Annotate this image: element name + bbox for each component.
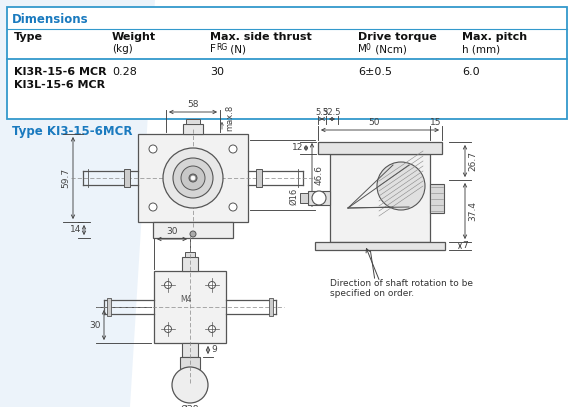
Text: 9: 9 [211,346,217,354]
Text: 46.6: 46.6 [315,165,324,185]
Text: KI3L-15-6 MCR: KI3L-15-6 MCR [14,80,105,90]
Text: 26.7: 26.7 [468,151,477,171]
Text: Weight: Weight [112,32,156,42]
Bar [7,7,567,119]
Circle shape [191,176,195,180]
Text: Max. side thrust: Max. side thrust [210,32,312,42]
Text: 30: 30 [89,320,101,330]
Text: M: M [358,44,367,54]
Text: Drive torque: Drive torque [358,32,437,42]
Circle shape [209,282,215,289]
Circle shape [229,203,237,211]
Bar [330,154,430,242]
Circle shape [190,231,196,237]
Bar [185,252,195,257]
Text: 7: 7 [462,241,468,250]
Text: Ø38: Ø38 [181,405,199,407]
Text: (N): (N) [227,44,246,54]
Bar [182,257,198,271]
Text: Dimensions: Dimensions [12,13,89,26]
Text: 58: 58 [187,100,199,109]
Text: 6.0: 6.0 [462,67,480,77]
Bar [256,169,262,187]
Text: h (mm): h (mm) [462,44,500,54]
Text: max.8: max.8 [225,105,234,131]
Bar [182,343,198,357]
Text: 59.7: 59.7 [61,168,70,188]
Text: Type: Type [14,32,43,42]
Text: 30: 30 [166,227,178,236]
Bar [269,298,273,316]
Text: 0.28: 0.28 [112,67,137,77]
PathPatch shape [0,0,155,407]
Bar [186,119,200,124]
Bar [107,298,111,316]
Text: 0: 0 [366,42,371,52]
Text: Type KI3-15-6MCR: Type KI3-15-6MCR [12,125,132,138]
Circle shape [209,326,215,333]
Text: 12: 12 [291,144,303,153]
Text: 50: 50 [368,118,380,127]
Bar [124,169,130,187]
Bar [318,142,442,154]
Circle shape [229,145,237,153]
Text: (kg): (kg) [112,44,132,54]
Text: F: F [210,44,216,54]
Text: 15: 15 [430,118,442,127]
Circle shape [377,162,425,210]
Circle shape [189,174,197,182]
Text: KI3R-15-6 MCR: KI3R-15-6 MCR [14,67,107,77]
Text: 5.5: 5.5 [316,108,328,117]
Circle shape [149,203,157,211]
Text: 6±0.5: 6±0.5 [358,67,392,77]
Bar [315,242,445,250]
Bar [153,222,233,238]
Circle shape [173,158,213,198]
Text: RG: RG [217,42,228,52]
Text: 30: 30 [210,67,224,77]
Text: Max. pitch: Max. pitch [462,32,527,42]
Bar [308,191,330,205]
Bar [300,193,308,203]
Text: Ø16: Ø16 [289,187,298,205]
Text: (Ncm): (Ncm) [372,44,407,54]
Circle shape [172,367,208,403]
Circle shape [165,326,172,333]
Text: M4: M4 [180,295,191,304]
Circle shape [163,148,223,208]
Bar [154,271,226,343]
Circle shape [149,145,157,153]
Bar [138,134,248,222]
Circle shape [165,282,172,289]
Bar [183,124,203,134]
Circle shape [312,191,326,205]
Text: Direction of shaft rotation to be
specified on order.: Direction of shaft rotation to be specif… [330,279,473,298]
Circle shape [181,166,205,190]
Bar [430,184,444,212]
Text: 37.4: 37.4 [468,201,477,221]
Bar [180,357,200,369]
Text: 14: 14 [70,225,81,234]
Text: 32.5: 32.5 [323,108,341,117]
